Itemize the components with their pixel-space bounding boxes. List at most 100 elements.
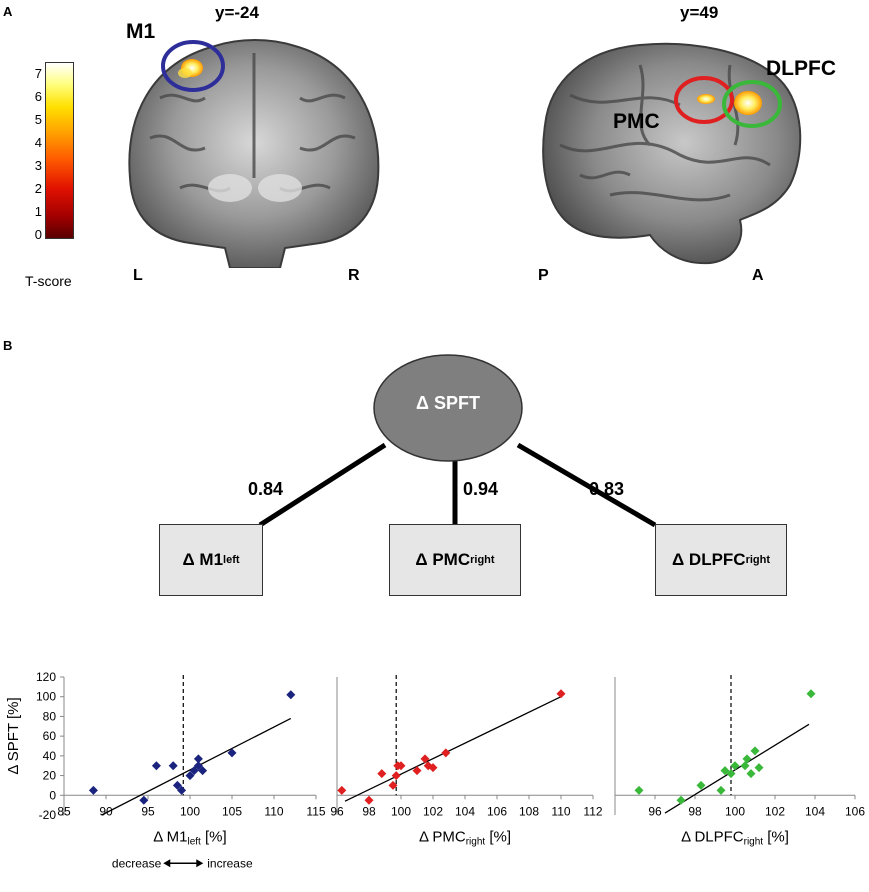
data-point	[750, 746, 760, 756]
data-point	[441, 748, 451, 758]
data-point	[391, 771, 401, 781]
colorbar-tick: 6	[34, 89, 42, 104]
arrow-head-right	[196, 859, 204, 868]
box-pmc-sub: right	[470, 554, 495, 566]
coronal-slice-title: y=-24	[215, 3, 259, 22]
coronal-right-label: R	[348, 267, 360, 284]
sagittal-anterior-label: A	[752, 267, 764, 284]
data-point	[726, 769, 736, 779]
x-tick-label: 98	[362, 804, 376, 818]
x-tick-label: 115	[306, 804, 325, 818]
data-point	[428, 763, 438, 773]
colorbar-tick: 2	[34, 181, 42, 196]
y-tick-label: 100	[36, 690, 56, 704]
data-point	[198, 766, 208, 776]
x-tick-label: 110	[264, 804, 283, 818]
x-tick-label: 100	[725, 804, 745, 818]
data-point	[185, 771, 195, 781]
x-tick-label: 106	[845, 804, 865, 818]
scatter-plots: -20 0 20 40 60 80 100 120 85 90 95 100 105 110 115 Δ M1…	[5, 670, 865, 870]
x-axis-label: Δ DLPFCright [%]	[681, 828, 789, 847]
x-tick-label: 90	[99, 804, 113, 818]
box-dlpfc-sub: right	[745, 554, 771, 566]
data-point	[676, 795, 686, 805]
data-point	[172, 780, 182, 790]
x-tick-label: 85	[57, 804, 71, 818]
colorbar-tick: 1	[34, 204, 42, 219]
arrow-head-left	[163, 859, 171, 868]
data-point	[730, 761, 740, 771]
data-point	[806, 689, 816, 699]
x-tick-label: 110	[551, 804, 570, 818]
y-tick-label: 40	[43, 749, 57, 763]
y-axis-label: Δ SPFT [%]	[5, 697, 22, 774]
data-point	[396, 761, 406, 771]
box-dlpfc: Δ DLPFC right	[655, 524, 787, 596]
data-point	[740, 761, 750, 771]
dlpfc-label: DLPFC	[766, 57, 836, 80]
data-point	[189, 766, 199, 776]
y-tick-label: 20	[43, 769, 57, 783]
data-point	[556, 689, 566, 699]
colorbar-tick: 3	[34, 158, 42, 173]
data-point	[286, 690, 296, 700]
data-point	[412, 766, 422, 776]
coef-pmc: 0.94	[463, 479, 499, 499]
panel-a-letter: A	[3, 4, 13, 19]
data-point	[337, 785, 347, 795]
colorbar-tick: 4	[34, 135, 42, 150]
x-tick-label: 95	[141, 804, 155, 818]
data-point	[139, 795, 149, 805]
m1-label: M1	[126, 20, 156, 43]
colorbar	[45, 62, 74, 239]
data-point	[151, 761, 161, 771]
data-point	[227, 748, 237, 758]
data-point	[388, 780, 398, 790]
data-point	[720, 766, 730, 776]
coef-dlpfc: 0.83	[589, 479, 625, 499]
y-tick-label: 60	[43, 729, 57, 743]
decrease-label: decrease	[112, 856, 162, 870]
sagittal-posterior-label: P	[538, 267, 549, 284]
colorbar-label: T-score	[25, 273, 72, 289]
data-point	[88, 785, 98, 795]
colorbar-ticks: 7 6 5 4 3 2 1 0	[28, 60, 42, 245]
panel-b-letter: B	[3, 338, 13, 353]
x-tick-label: 112	[583, 804, 602, 818]
colorbar-tick: 7	[34, 66, 42, 81]
y-tick-label: 0	[49, 788, 56, 802]
data-point	[364, 795, 374, 805]
x-tick-label: 102	[423, 804, 443, 818]
y-tick-label: 80	[43, 709, 57, 723]
data-point	[754, 763, 764, 773]
x-tick-label: 102	[765, 804, 785, 818]
box-m1-main: Δ M1	[182, 550, 224, 569]
path-diagram	[258, 354, 657, 528]
sagittal-brain-image	[542, 42, 802, 265]
colorbar-tick: 0	[34, 227, 42, 242]
x-tick-label: 100	[391, 804, 411, 818]
regression-line	[344, 696, 562, 802]
x-axis-label: Δ M1left [%]	[153, 828, 226, 847]
x-tick-label: 96	[648, 804, 662, 818]
data-point	[746, 769, 756, 779]
sagittal-slice-title: y=49	[680, 3, 719, 22]
pmc-label: PMC	[613, 110, 660, 133]
increase-label: increase	[207, 856, 253, 870]
spft-ellipse-label: Δ SPFT	[416, 393, 480, 413]
x-tick-label: 108	[519, 804, 539, 818]
x-tick-label: 106	[487, 804, 507, 818]
x-axis-label: Δ PMCright [%]	[419, 828, 511, 847]
x-tick-label: 98	[688, 804, 702, 818]
x-tick-label: 105	[222, 804, 242, 818]
data-point	[696, 780, 706, 790]
data-point	[193, 761, 203, 771]
colorbar-tick: 5	[34, 112, 42, 127]
data-point	[716, 785, 726, 795]
coef-m1: 0.84	[248, 479, 284, 499]
box-m1: Δ M1 left	[159, 524, 263, 596]
regression-line	[664, 723, 810, 814]
box-pmc: Δ PMC right	[389, 524, 521, 596]
y-tick-label: -20	[39, 808, 57, 822]
coronal-left-label: L	[133, 267, 143, 284]
